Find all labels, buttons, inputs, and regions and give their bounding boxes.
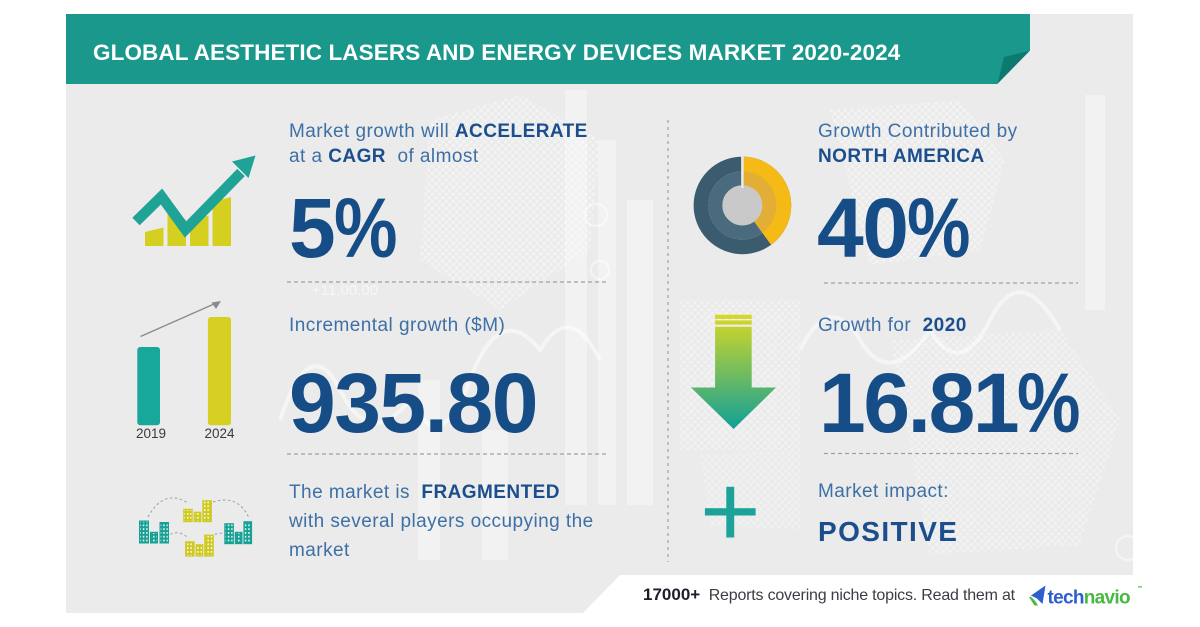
svg-text:+11,00.00: +11,00.00 — [312, 282, 378, 299]
svg-text:2024: 2024 — [204, 426, 235, 441]
svg-text:2019: 2019 — [136, 426, 166, 441]
svg-text:technavio: technavio — [1048, 588, 1130, 609]
